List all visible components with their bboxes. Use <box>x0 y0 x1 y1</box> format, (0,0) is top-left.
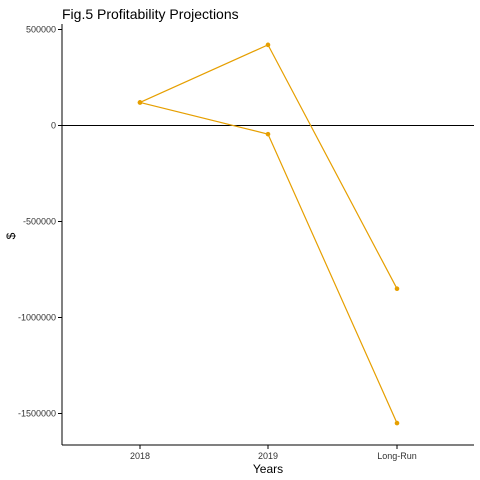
y-tick-label: -1000000 <box>18 313 56 323</box>
chart-title: Fig.5 Profitability Projections <box>62 6 239 22</box>
y-tick-label: -1500000 <box>18 409 56 419</box>
series-2-point-3 <box>394 420 400 426</box>
series-line-2 <box>139 101 398 424</box>
series-1-point-3 <box>394 286 400 292</box>
x-ticks: 2018 2019 Long-Run <box>130 445 417 461</box>
x-tick-label: Long-Run <box>377 451 417 461</box>
y-tick-label: 0 <box>51 121 56 131</box>
x-axis-title: Years <box>253 462 283 476</box>
series-2-point-1 <box>137 100 143 105</box>
y-axis-title: $ <box>4 232 18 239</box>
x-tick-label: 2018 <box>130 451 150 461</box>
x-axis: 2018 2019 Long-Run <box>62 444 474 461</box>
series-line-1 <box>139 44 398 289</box>
series-2-point-2 <box>265 131 271 137</box>
y-axis: 500000 0 -500000 -1000000 -1500000 <box>18 24 63 445</box>
series-1-point-2 <box>265 42 271 48</box>
series-layer <box>137 42 400 426</box>
y-ticks: 500000 0 -500000 -1000000 -1500000 <box>18 25 62 419</box>
x-tick-label: 2019 <box>258 451 278 461</box>
y-tick-label: -500000 <box>23 217 56 227</box>
y-tick-label: 500000 <box>26 25 56 35</box>
